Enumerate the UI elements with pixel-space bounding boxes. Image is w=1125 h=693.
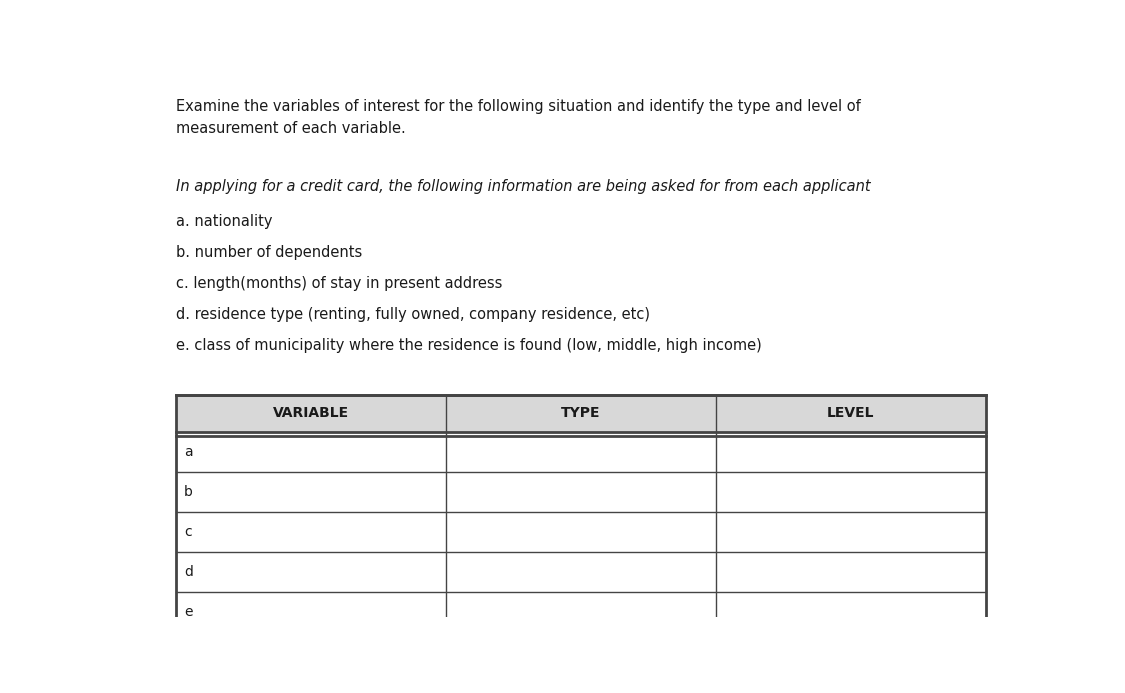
Bar — [176, 552, 987, 592]
Bar — [176, 472, 987, 511]
Text: b. number of dependents: b. number of dependents — [176, 245, 362, 260]
Text: Examine the variables of interest for the following situation and identify the t: Examine the variables of interest for th… — [176, 99, 861, 137]
Text: c: c — [184, 525, 192, 538]
Text: LEVEL: LEVEL — [827, 407, 874, 421]
Text: d. residence type (renting, fully owned, company residence, etc): d. residence type (renting, fully owned,… — [176, 307, 649, 322]
Bar — [176, 592, 987, 632]
Text: e: e — [184, 605, 192, 619]
Bar — [176, 511, 987, 552]
Text: TYPE: TYPE — [560, 407, 601, 421]
Text: VARIABLE: VARIABLE — [272, 407, 349, 421]
Text: d: d — [184, 565, 193, 579]
Text: a: a — [184, 445, 192, 459]
Text: e. class of municipality where the residence is found (low, middle, high income): e. class of municipality where the resid… — [176, 337, 762, 353]
Text: b: b — [184, 484, 193, 499]
Bar — [176, 432, 987, 472]
Text: a. nationality: a. nationality — [176, 214, 272, 229]
Bar — [176, 395, 987, 432]
Text: In applying for a credit card, the following information are being asked for fro: In applying for a credit card, the follo… — [176, 179, 870, 194]
Text: c. length(months) of stay in present address: c. length(months) of stay in present add… — [176, 276, 502, 291]
Bar — [176, 395, 987, 632]
